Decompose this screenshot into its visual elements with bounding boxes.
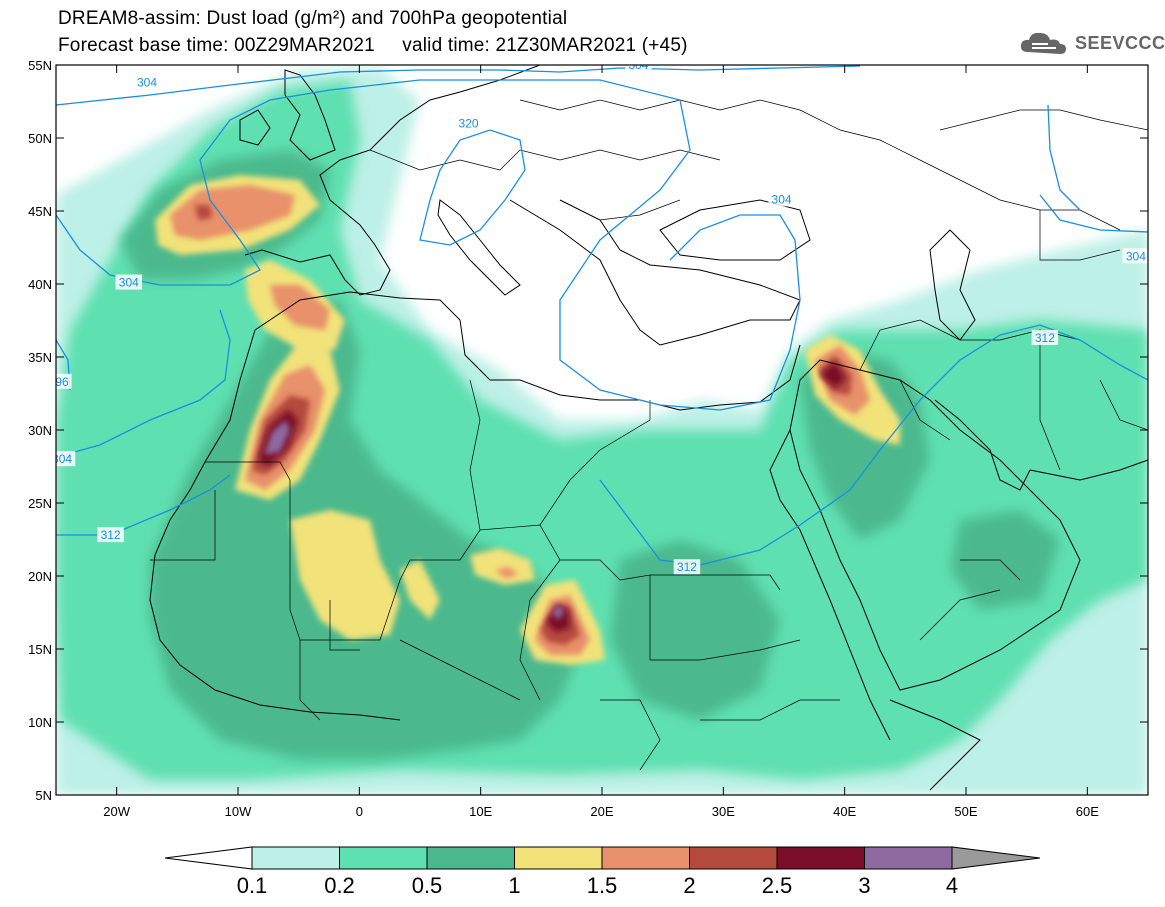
dust-level-2.5-c	[820, 362, 845, 388]
contour-label: 304	[137, 76, 157, 90]
colorbar-label: 3	[858, 873, 870, 898]
contour-304-ne	[1047, 104, 1081, 211]
dust-level-1.5-c	[170, 185, 295, 240]
dust-level-1-d	[290, 510, 400, 640]
lon-label: 10E	[469, 804, 492, 819]
dust-level-1.5-b	[270, 285, 330, 330]
contour-label: 312	[677, 560, 697, 574]
map-subtitle: Forecast base time: 00Z29MAR2021 valid t…	[58, 35, 688, 56]
lat-label: 20N	[28, 569, 52, 584]
lon-label: 10W	[225, 804, 252, 819]
dust-level-0.5-center	[610, 540, 780, 720]
contour-label: 304	[119, 276, 139, 290]
country-borders	[150, 99, 1148, 771]
contour-label-bg	[1031, 330, 1059, 346]
colorbar-label: 4	[946, 873, 958, 898]
dust-level-1-f	[470, 548, 535, 585]
dust-level-1.5-f	[495, 567, 518, 578]
contour-312-main	[56, 474, 231, 536]
axis-ticks	[56, 64, 1148, 796]
lon-label: 50E	[954, 804, 977, 819]
lon-label: 20W	[103, 804, 130, 819]
coastlines	[149, 65, 1148, 791]
colorbar: 0.1 0.2 0.5 1 1.5 2 2.5 3 4	[164, 846, 1041, 898]
lon-label: 60E	[1076, 804, 1099, 819]
colorbar-label: 2.5	[762, 873, 793, 898]
lon-label: 20E	[590, 804, 613, 819]
contour-label: 312	[1035, 331, 1055, 345]
contour-320	[419, 129, 526, 246]
contour-label-bg	[673, 559, 701, 575]
contour-label-bg	[455, 115, 482, 131]
colorbar-swatch	[689, 846, 778, 870]
dust-level-0.5-arabia	[950, 510, 1060, 610]
contour-label-bg	[56, 373, 72, 389]
contour-304-north	[56, 65, 861, 106]
lat-label: 15N	[28, 642, 52, 657]
lat-label: 25N	[28, 496, 52, 511]
dust-level-2-d	[195, 205, 212, 220]
colorbar-over-arrow	[951, 846, 1041, 870]
contour-label: 304	[52, 452, 72, 466]
geopotential-contours	[56, 65, 1148, 566]
contour-label: 304	[1126, 249, 1146, 263]
contour-304-sw	[56, 309, 231, 458]
colorbar-label: 0.2	[324, 873, 355, 898]
lat-label: 50N	[28, 131, 52, 146]
cloud-icon	[1020, 32, 1066, 54]
colorbar-swatch	[251, 846, 340, 870]
contour-label-bg	[97, 527, 124, 543]
contour-label-bg	[115, 274, 143, 290]
lon-label: 40E	[833, 804, 856, 819]
contour-label: 304	[772, 192, 792, 206]
contour-label-bg	[133, 74, 161, 90]
lon-label: 30E	[712, 804, 735, 819]
lat-label: 55N	[28, 58, 52, 73]
dust-level-1-e	[400, 560, 440, 620]
lat-label: 30N	[28, 423, 52, 438]
colorbar-label: 2	[683, 873, 695, 898]
contour-label-bg	[768, 191, 795, 207]
lat-label: 45N	[28, 204, 52, 219]
contour-312-east	[599, 324, 1148, 566]
colorbar-label: 0.1	[237, 873, 268, 898]
colorbar-swatch	[426, 846, 515, 870]
logo: SEEVCCC	[1018, 28, 1165, 58]
lat-label: 40N	[28, 277, 52, 292]
colorbar-label: 0.5	[412, 873, 443, 898]
latitude-labels: 55N 50N 45N 40N 35N 30N 25N 20N 15N 10N 5N	[28, 58, 52, 803]
longitude-labels: 20W 10W 0 10E 20E 30E 40E 50E 60E	[103, 804, 1099, 819]
colorbar-under-arrow	[164, 846, 253, 870]
contour-label: 304	[628, 58, 648, 72]
contour-label: 312	[101, 528, 121, 542]
contour-label: 320	[459, 116, 479, 130]
colorbar-swatch	[601, 846, 690, 870]
dust-level-3-b	[552, 604, 564, 620]
contour-label-bg	[1122, 248, 1148, 264]
lat-label: 35N	[28, 350, 52, 365]
colorbar-label: 1.5	[587, 873, 618, 898]
lon-label: 0	[356, 804, 363, 819]
map-title: DREAM8-assim: Dust load (g/m²) and 700hP…	[58, 8, 568, 29]
lat-label: 10N	[28, 715, 52, 730]
colorbar-label: 1	[508, 873, 520, 898]
contour-label-bg	[625, 65, 652, 72]
colorbar-swatch	[339, 846, 428, 870]
dust-level-3-a	[264, 420, 290, 455]
contour-label: 96	[55, 375, 69, 389]
colorbar-swatch	[776, 846, 865, 870]
contour-304-east	[1039, 194, 1148, 233]
lat-label: 5N	[35, 788, 52, 803]
contour-304-west	[56, 79, 801, 411]
colorbar-swatch	[514, 846, 603, 870]
colorbar-swatch	[864, 846, 953, 870]
logo-text: SEEVCCC	[1075, 32, 1165, 53]
contour-label-bg	[56, 451, 76, 467]
